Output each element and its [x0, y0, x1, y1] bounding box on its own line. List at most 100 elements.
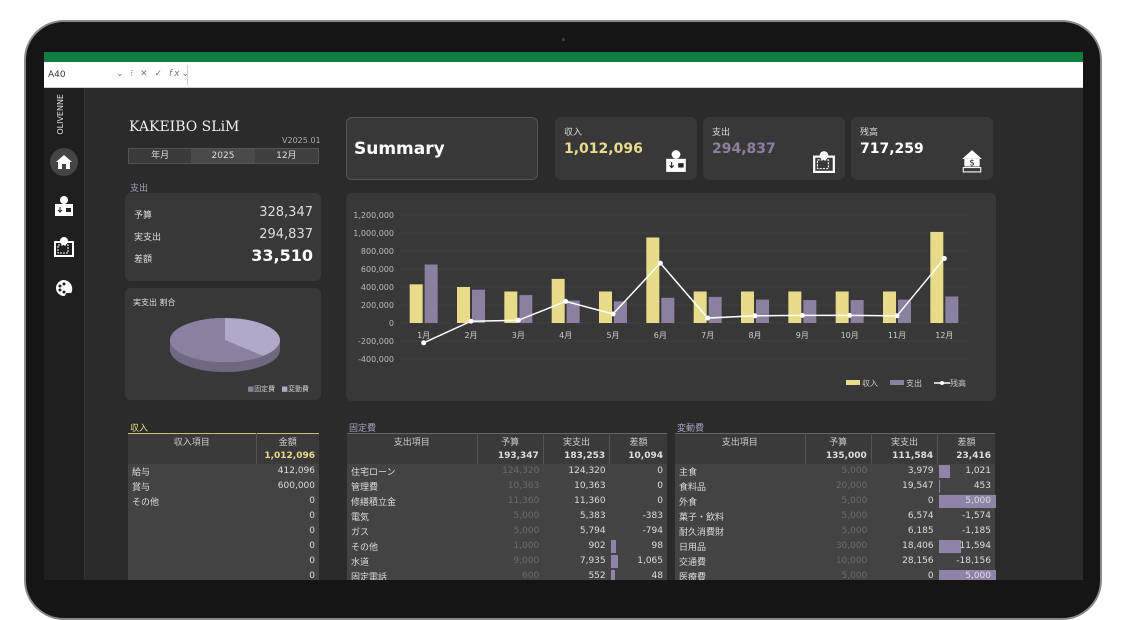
budget-cell[interactable]: 10,000 [805, 553, 872, 569]
column-header: 支出項目 [675, 433, 805, 449]
wallet-income-icon [55, 196, 73, 216]
table-row[interactable]: 0 [128, 538, 319, 554]
card-value: 1,012,096 [564, 141, 643, 157]
nav-income[interactable] [50, 192, 78, 220]
table-row[interactable]: 菓子・飲料 5,000 6,574 -1,574 [675, 508, 995, 524]
budget-cell[interactable]: 600 [477, 568, 544, 580]
x-tick-label: 3月 [512, 331, 525, 340]
table-row[interactable]: 日用品 30,000 18,406 11,594 [675, 538, 995, 554]
total-cell: 193,347 [476, 448, 544, 464]
legend-variable: 変動費 [288, 385, 309, 393]
table-row[interactable]: 0 [128, 553, 319, 569]
formula-controls[interactable]: ⌄ ⁝ ✕ ✓ fx⌄ [116, 69, 191, 79]
budget-cell[interactable]: 9,000 [477, 553, 544, 569]
wallet-expense-icon [54, 237, 74, 257]
table-row[interactable]: 0 [128, 508, 319, 524]
item-name: 交通費 [675, 553, 805, 569]
amount-cell[interactable]: 0 [256, 568, 319, 580]
amount-cell[interactable]: 0 [256, 523, 319, 539]
amount-cell[interactable]: 0 [256, 508, 319, 524]
table-row[interactable]: 電気 5,000 5,383 -383 [347, 508, 667, 524]
actual-cell: 6,574 [871, 508, 938, 524]
total-label [347, 448, 477, 464]
table-row[interactable]: 医療費 5,000 0 5,000 [675, 568, 996, 580]
amount-cell[interactable]: 412,096 [256, 463, 319, 479]
diff-value: 0 [657, 481, 663, 491]
nav-home[interactable] [50, 148, 78, 176]
summary-card: 支出 294,837 [703, 117, 845, 180]
table-row[interactable]: 固定電話 600 552 48 [347, 568, 667, 580]
budget-cell[interactable]: 20,000 [805, 478, 872, 494]
budget-cell[interactable]: 5,000 [805, 568, 872, 580]
balance-point [468, 318, 474, 324]
budget-cell[interactable]: 1,000 [477, 538, 544, 554]
x-tick-label: 2月 [464, 331, 477, 340]
table-row[interactable]: 外食 5,000 0 5,000 [675, 493, 996, 509]
diff-value: 98 [651, 541, 663, 551]
budget-cell[interactable]: 124,320 [477, 463, 544, 479]
app-title: KAKEIBO SLiM [129, 119, 240, 135]
diff-cell: -383 [609, 508, 667, 524]
item-name [128, 568, 256, 580]
diff-cell: 1,021 [937, 463, 995, 479]
table-row[interactable]: 0 [128, 523, 319, 539]
item-name: 食料品 [675, 478, 805, 494]
camera [562, 38, 565, 41]
version: V2025.01 [282, 136, 321, 145]
name-box[interactable]: A40 [48, 70, 66, 80]
budget-cell[interactable]: 10,363 [477, 478, 544, 494]
table-row[interactable]: 給与 412,096 [128, 463, 319, 479]
month-select[interactable]: 12月 [254, 149, 318, 163]
amount-cell[interactable]: 0 [256, 553, 319, 569]
total-label [128, 448, 256, 464]
table-row[interactable]: 賞与 600,000 [128, 478, 319, 494]
fx-button[interactable]: fx [168, 69, 182, 79]
table-row[interactable]: 修繕積立金 11,360 11,360 0 [347, 493, 667, 509]
diff-value: 11,594 [959, 541, 992, 551]
formula-input[interactable] [187, 65, 1083, 85]
year-select[interactable]: 2025 [211, 151, 235, 161]
income-bar [835, 291, 849, 323]
table-row[interactable]: 住宅ローン 124,320 124,320 0 [347, 463, 667, 479]
fixed-cost-table: 支出項目 予算 実支出 差額 193,347 183,253 10,094 住宅ローン 124,… [347, 433, 667, 580]
budget-cell[interactable]: 5,000 [805, 463, 872, 479]
table-row[interactable]: 管理費 10,363 10,363 0 [347, 478, 667, 494]
budget-cell[interactable]: 11,360 [477, 493, 544, 509]
total-row: 1,012,096 [128, 448, 319, 464]
budget-cell[interactable]: 5,000 [805, 508, 872, 524]
actual-label: 実支出 [134, 233, 162, 243]
column-header: 支出項目 [347, 433, 477, 449]
data-bar [610, 539, 617, 553]
budget-cell[interactable]: 5,000 [805, 523, 872, 539]
amount-cell[interactable]: 0 [256, 538, 319, 554]
actual-cell: 0 [871, 493, 938, 509]
budget-cell[interactable]: 5,000 [477, 523, 544, 539]
header-row: 支出項目 予算 実支出 差額 [347, 433, 667, 449]
table-row[interactable]: 主食 5,000 3,979 1,021 [675, 463, 995, 479]
table-row[interactable]: ガス 5,000 5,794 -794 [347, 523, 667, 539]
amount-cell[interactable]: 0 [256, 493, 319, 509]
table-row[interactable]: 交通費 10,000 28,156 -18,156 [675, 553, 995, 569]
table-row[interactable]: 水道 9,000 7,935 1,065 [347, 553, 667, 569]
table-row[interactable]: その他 1,000 902 98 [347, 538, 667, 554]
table-row[interactable]: 耐久消費財 5,000 6,185 -1,185 [675, 523, 995, 539]
amount-cell[interactable]: 600,000 [256, 478, 319, 494]
item-name: ガス [347, 523, 477, 539]
table-row[interactable]: 食料品 20,000 19,547 453 [675, 478, 995, 494]
budget-label: 予算 [134, 211, 153, 221]
expense-bar [566, 300, 580, 323]
budget-cell[interactable]: 5,000 [805, 493, 872, 509]
nav-expense[interactable] [50, 232, 78, 260]
table-row[interactable]: 0 [128, 568, 319, 580]
budget-cell[interactable]: 5,000 [477, 508, 544, 524]
total-row: 135,000 111,584 23,416 [675, 448, 995, 464]
expense-bar [756, 299, 769, 323]
nav-theme[interactable] [50, 274, 78, 302]
x-tick-label: 10月 [841, 331, 859, 340]
pie-chart [170, 318, 280, 372]
table-row[interactable]: その他 0 [128, 493, 319, 509]
budget-cell[interactable]: 30,000 [805, 538, 872, 554]
pie-legend: ■固定費 ■変動費 [247, 385, 309, 393]
balance-point [563, 298, 569, 304]
legend-swatch [890, 380, 904, 385]
